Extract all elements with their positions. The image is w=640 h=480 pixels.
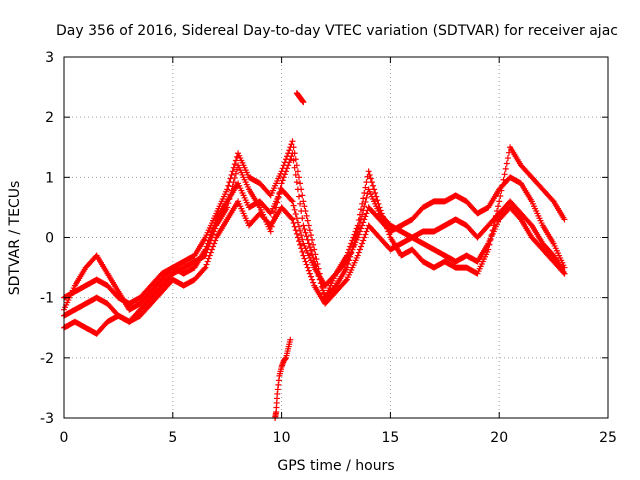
y-tick-label: -2: [40, 351, 54, 367]
y-tick-label: 0: [45, 231, 54, 247]
axis-ticks: 0 5 10 15 20 25 -3 -2 -1 0 1 2 3: [40, 50, 617, 446]
y-tick-label: 1: [45, 170, 54, 186]
x-tick-label: 25: [599, 430, 617, 446]
x-axis-label: GPS time / hours: [277, 458, 394, 474]
x-tick-label: 10: [273, 430, 291, 446]
y-axis-label: SDTVAR / TECUs: [7, 181, 23, 296]
y-tick-label: 3: [45, 50, 54, 66]
data-points: [61, 90, 568, 421]
series-outlier-high: [293, 90, 307, 106]
y-tick-label: -1: [40, 291, 54, 307]
x-tick-label: 20: [490, 430, 508, 446]
y-tick-label: -3: [40, 411, 54, 427]
y-tick-label: 2: [45, 110, 54, 126]
x-tick-label: 15: [381, 430, 399, 446]
x-tick-label: 0: [60, 430, 69, 446]
x-tick-label: 5: [168, 430, 177, 446]
chart-title: Day 356 of 2016, Sidereal Day-to-day VTE…: [56, 23, 618, 39]
